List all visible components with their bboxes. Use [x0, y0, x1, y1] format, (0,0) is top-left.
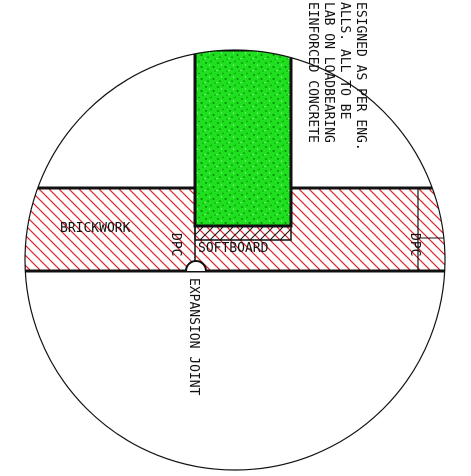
note-line-1: EINFORCED CONCRETE [305, 2, 320, 143]
dpc-right-label: DPC [407, 233, 422, 256]
expansion-joint-symbol [185, 260, 207, 272]
dpc-left-label: DPC [168, 233, 183, 256]
detail-clip-group [25, 50, 445, 273]
brickwork-label: BRICKWORK [60, 221, 131, 236]
expansion-joint-label: EXPANSION JOINT [186, 278, 201, 396]
softboard-label: SOFTBOARD [198, 241, 269, 256]
note-line-3: ALLS. ALL TO BE [337, 2, 352, 119]
note-line-4: ESIGNED AS PER ENG. [353, 2, 368, 151]
detail-circle-outline [24, 49, 446, 471]
note-line-2: LAB ON LOADBEARING [321, 2, 336, 143]
note-block: EINFORCED CONCRETE LAB ON LOADBEARING AL… [305, 2, 368, 151]
softboard-strip [194, 225, 292, 241]
concrete-slab [193, 50, 293, 228]
